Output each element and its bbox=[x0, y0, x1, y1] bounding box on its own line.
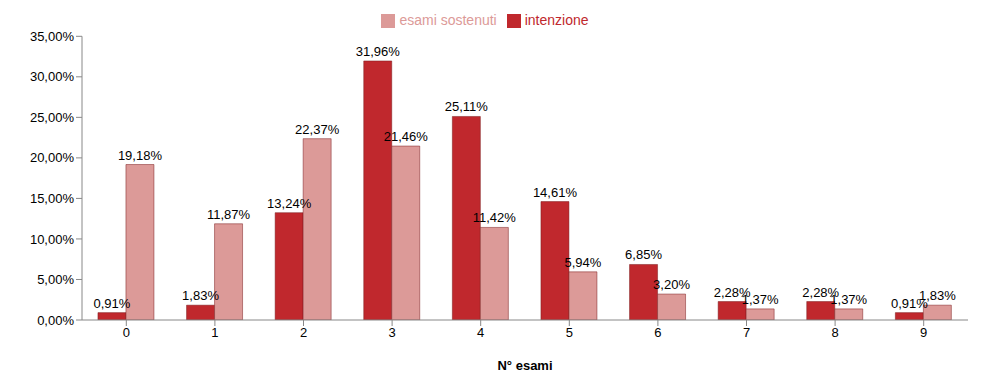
svg-text:1,37%: 1,37% bbox=[742, 292, 779, 307]
svg-text:3,20%: 3,20% bbox=[653, 277, 690, 292]
svg-text:7: 7 bbox=[743, 325, 750, 340]
html-text:esami sostenuti: esami sostenuti bbox=[399, 12, 497, 28]
svg-text:9: 9 bbox=[920, 325, 927, 340]
svg-text:20,00%: 20,00% bbox=[30, 150, 75, 165]
svg-text:2,28%: 2,28% bbox=[713, 284, 751, 300]
svg-text:8: 8 bbox=[831, 325, 838, 340]
svg-text:30,00%: 30,00% bbox=[30, 69, 75, 84]
svg-text:11,87%: 11,87% bbox=[207, 207, 251, 222]
svg-text:6,85%: 6,85% bbox=[625, 247, 662, 262]
svg-text:21,46%: 21,46% bbox=[384, 129, 429, 144]
svg-text:35,00%: 35,00% bbox=[30, 29, 75, 44]
svg-text:14,61%: 14,61% bbox=[533, 185, 578, 200]
svg-text:13,24%: 13,24% bbox=[267, 196, 312, 211]
svg-text:5: 5 bbox=[566, 325, 573, 340]
svg-text:31,96%: 31,96% bbox=[356, 44, 401, 59]
svg-text:0,00%: 0,00% bbox=[37, 313, 74, 328]
svg-text:0,91%: 0,91% bbox=[94, 296, 131, 311]
svg-text:22,37%: 22,37% bbox=[295, 122, 340, 137]
svg-text:25,00%: 25,00% bbox=[30, 110, 75, 125]
svg-text:10,00%: 10,00% bbox=[30, 232, 75, 247]
svg-text:2,28%: 2,28% bbox=[802, 284, 840, 300]
svg-text:3: 3 bbox=[388, 325, 395, 340]
svg-text:4: 4 bbox=[477, 325, 484, 340]
html-text:intenzione: intenzione bbox=[524, 12, 589, 28]
svg-text:25,11%: 25,11% bbox=[445, 99, 489, 114]
svg-text:19,18%: 19,18% bbox=[118, 148, 163, 163]
svg-text:11,42%: 11,42% bbox=[473, 210, 517, 225]
svg-text:0: 0 bbox=[123, 325, 130, 340]
svg-text:1,83%: 1,83% bbox=[182, 288, 219, 303]
svg-text:6: 6 bbox=[654, 325, 661, 340]
svg-text:N° esami: N° esami bbox=[497, 358, 552, 373]
svg-text:2: 2 bbox=[300, 325, 307, 340]
svg-text:5,94%: 5,94% bbox=[565, 255, 602, 270]
svg-text:1,37%: 1,37% bbox=[830, 292, 867, 307]
svg-text:1,83%: 1,83% bbox=[919, 288, 956, 303]
svg-text:0,91%: 0,91% bbox=[890, 295, 928, 311]
svg-text:1: 1 bbox=[211, 325, 218, 340]
svg-text:5,00%: 5,00% bbox=[37, 272, 74, 287]
svg-text:15,00%: 15,00% bbox=[30, 191, 75, 206]
